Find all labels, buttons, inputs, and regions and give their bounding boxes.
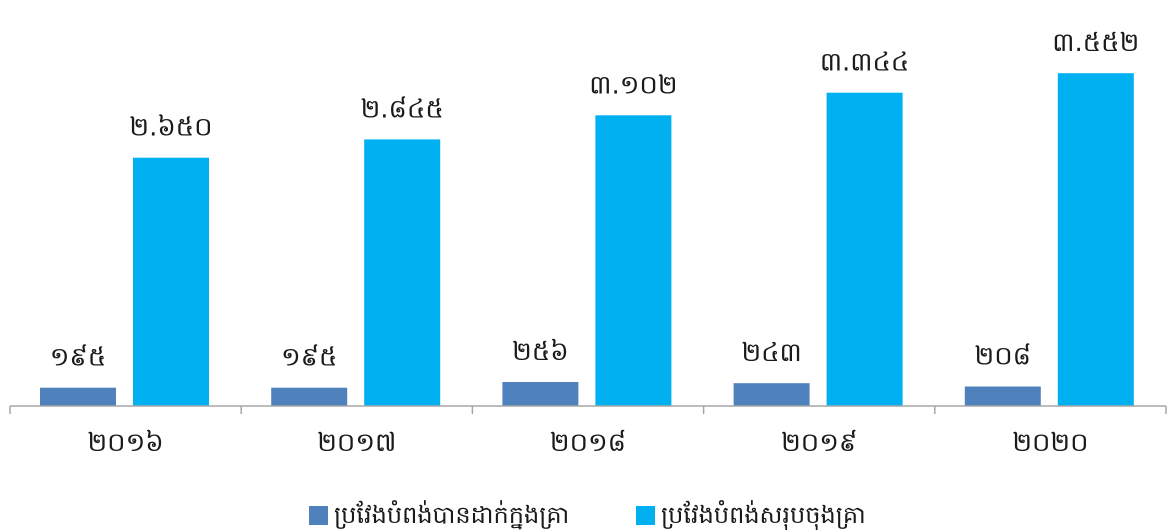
bar-total-4 bbox=[1057, 73, 1134, 406]
x-axis bbox=[9, 405, 1167, 414]
bars-layer bbox=[40, 73, 1134, 407]
x-tick-label-0: ២០១៦ bbox=[88, 428, 164, 458]
bar-total-3 bbox=[826, 92, 903, 406]
bar-installed-3 bbox=[733, 383, 810, 406]
bar-total-1 bbox=[364, 139, 441, 406]
x-tick-label-1: ២០១៧ bbox=[317, 428, 396, 458]
legend-label-total: ប្រវែងបំពង់សរុបចុងគ្រា bbox=[661, 500, 866, 530]
data-label-installed-0: ១៩៥ bbox=[50, 343, 107, 373]
value-labels-layer: ១៩៥ ១៩៥ ២៥៦ ២៤៣ ២០៨ ២.៦៥០ ២.៨៤៥ ៣.១០២ ៣.៣៤៤ ៣.៥៥២ bbox=[50, 28, 1140, 373]
legend-swatch-total bbox=[636, 506, 655, 525]
bar-installed-1 bbox=[271, 387, 348, 406]
data-label-installed-4: ២០៨ bbox=[975, 342, 1032, 372]
bar-total-0 bbox=[133, 157, 209, 406]
data-label-total-1: ២.៨៤៥ bbox=[361, 94, 444, 124]
bar-installed-2 bbox=[502, 382, 579, 406]
x-tick-labels: ២០១៦ ២០១៧ ២០១៨ ២០១៩ ២០២០ bbox=[88, 428, 1089, 458]
data-label-installed-2: ២៥៦ bbox=[512, 337, 569, 367]
x-tick-label-2: ២០១៨ bbox=[550, 428, 626, 458]
data-label-total-4: ៣.៥៥២ bbox=[1052, 28, 1139, 58]
legend: ប្រវែងបំពង់បានដាក់ក្នុងគ្រា ប្រវែងបំពង់ស… bbox=[309, 500, 866, 530]
bar-total-2 bbox=[595, 115, 672, 407]
x-tick-label-3: ២០១៩ bbox=[781, 428, 857, 458]
legend-swatch-installed bbox=[309, 506, 328, 525]
x-tick-label-4: ២០២០ bbox=[1012, 428, 1088, 458]
bar-installed-4 bbox=[964, 386, 1041, 406]
bar-installed-0 bbox=[40, 387, 116, 406]
data-label-installed-3: ២៤៣ bbox=[741, 338, 801, 368]
data-label-total-2: ៣.១០២ bbox=[589, 70, 677, 100]
legend-label-installed: ប្រវែងបំពង់បានដាក់ក្នុងគ្រា bbox=[334, 500, 569, 530]
data-label-installed-1: ១៩៥ bbox=[281, 343, 338, 373]
data-label-total-0: ២.៦៥០ bbox=[129, 113, 212, 143]
data-label-total-3: ៣.៣៤៤ bbox=[820, 48, 910, 78]
